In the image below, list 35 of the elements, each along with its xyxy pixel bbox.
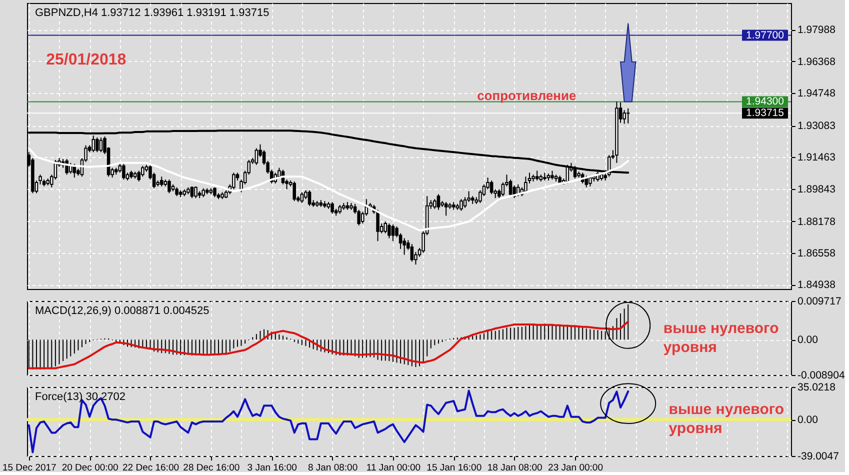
text: выше нулевого уровня [668, 401, 784, 438]
x-tick-label: 18 Jan 08:00 [487, 462, 542, 474]
x-tick-label: 15 Jan 16:00 [426, 462, 482, 474]
y-tick-label: 35.0218 [798, 382, 836, 394]
ref-line-label: 1.97700 [746, 29, 784, 42]
text: выше нулевого уровня [663, 320, 779, 356]
x-tick-label: 11 Jan 00:00 [366, 462, 421, 474]
ref-line-label: 1.93715 [746, 107, 784, 120]
x-tick-label: 8 Jan 08:00 [308, 462, 358, 474]
x-tick-label: 23 Jan 00:00 [548, 462, 603, 474]
x-tick-label: 15 Dec 2017 [2, 462, 56, 474]
y-tick-label: 0.00 [798, 414, 818, 426]
y-tick-label: 1.89843 [798, 183, 836, 196]
y-tick-label: 1.84938 [798, 279, 836, 292]
y-tick-label: 1.94748 [798, 87, 836, 100]
y-tick-label: 1.88178 [798, 216, 836, 228]
x-tick-label: 3 Jan 16:00 [247, 462, 297, 474]
chart-title: GBPNZD,H4 1.93712 1.93961 1.93191 1.93715 [35, 7, 270, 19]
x-tick-label: 28 Dec 16:00 [183, 462, 240, 474]
chart-title: MACD(12,26,9) 0.008871 0.004525 [35, 305, 210, 317]
y-tick-label: 1.91463 [798, 152, 836, 164]
annotation: 25/01/2018 [46, 51, 126, 68]
y-tick-label: 1.97988 [798, 24, 836, 36]
ref-line-label: 1.94300 [746, 96, 784, 108]
y-tick-label: -0.008904 [798, 370, 845, 382]
y-tick-label: -39.0047 [798, 450, 840, 462]
y-tick-label: 1.93083 [798, 120, 836, 132]
y-tick-label: 1.86558 [798, 248, 836, 260]
x-tick-label: 22 Dec 16:00 [122, 462, 180, 474]
annotation: сопротивление [477, 88, 576, 103]
chart-title: Force(13) 30.2702 [35, 391, 126, 403]
y-tick-label: 1.96368 [798, 56, 836, 68]
y-tick-label: 0.009717 [798, 296, 842, 308]
y-tick-label: 0.00 [798, 334, 818, 346]
x-tick-label: 20 Dec 00:00 [62, 462, 118, 474]
